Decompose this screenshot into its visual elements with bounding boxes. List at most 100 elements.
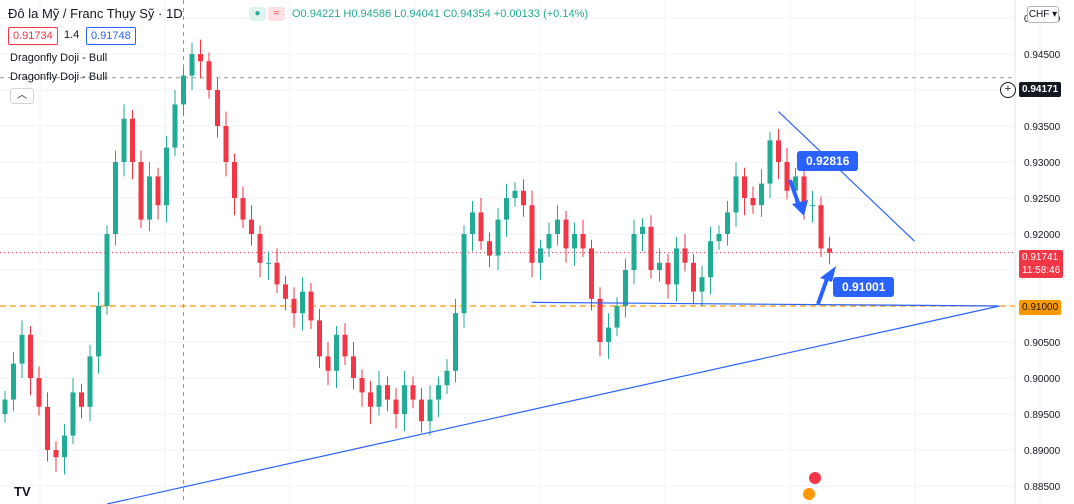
- down-arrow-head: [792, 200, 808, 216]
- candle: [385, 385, 390, 400]
- candle: [249, 219, 254, 234]
- candle: [342, 334, 348, 357]
- candle: [334, 334, 339, 371]
- candle: [130, 118, 135, 162]
- candle: [810, 205, 815, 207]
- tradingview-logo[interactable]: TV: [14, 484, 31, 499]
- spread-value: 1.4: [64, 29, 80, 41]
- crosshair-price-tag: 0.94171: [1019, 82, 1062, 97]
- flat-support-line: [531, 301, 1000, 307]
- candle: [436, 385, 441, 400]
- indicator-label[interactable]: Dragonfly Doji - Bull: [10, 52, 108, 64]
- candle: [96, 306, 101, 357]
- candle: [733, 176, 739, 213]
- candle: [113, 162, 118, 234]
- candle: [121, 118, 127, 162]
- candle: [665, 262, 671, 285]
- sell-button[interactable]: 0.91734: [8, 27, 58, 45]
- y-tick-label: 0.89000: [1024, 446, 1061, 457]
- candle: [402, 385, 407, 414]
- candle: [215, 90, 220, 126]
- candle: [283, 284, 288, 299]
- candle: [657, 262, 662, 270]
- candle: [631, 234, 637, 270]
- candle: [470, 212, 475, 234]
- y-tick-label: 0.93500: [1024, 122, 1061, 133]
- candle: [801, 176, 807, 206]
- candle: [87, 356, 93, 407]
- last-price-tag: 0.91741 11:58:46: [1019, 250, 1064, 278]
- y-tick-label: 0.90500: [1024, 338, 1061, 349]
- candle: [70, 392, 76, 436]
- candle: [240, 198, 246, 220]
- candle: [453, 313, 458, 371]
- add-alert-icon[interactable]: +: [1000, 82, 1016, 98]
- candle: [198, 54, 203, 62]
- candle: [2, 399, 8, 414]
- candle: [62, 435, 67, 458]
- up-arrow-head: [820, 266, 836, 282]
- candle: [487, 241, 492, 256]
- candle: [317, 320, 322, 357]
- candle: [172, 104, 178, 148]
- candle: [368, 392, 373, 407]
- candle: [529, 205, 535, 263]
- rising-support-trendline: [106, 305, 1000, 504]
- candle: [393, 399, 399, 414]
- candle: [546, 234, 552, 249]
- chevron-up-icon: ︿: [17, 90, 27, 101]
- candle: [708, 241, 713, 278]
- indicator-label[interactable]: Dragonfly Doji - Bull: [10, 71, 108, 83]
- candle: [776, 140, 781, 162]
- candle: [589, 248, 594, 299]
- candle: [478, 212, 484, 242]
- candle: [325, 356, 331, 371]
- y-tick-label: 0.92000: [1024, 230, 1061, 241]
- candle: [504, 198, 509, 220]
- candle: [427, 399, 433, 422]
- candle: [138, 162, 144, 220]
- candle: [359, 378, 365, 393]
- candle: [742, 176, 747, 198]
- candle: [189, 54, 195, 76]
- collapse-indicators-button[interactable]: ︿: [10, 88, 34, 104]
- chevron-down-icon: ▾: [1049, 9, 1058, 20]
- y-tick-label: 0.94500: [1024, 50, 1061, 61]
- candle: [580, 234, 586, 249]
- candle: [11, 363, 16, 400]
- candle: [53, 450, 59, 458]
- candle: [223, 126, 229, 162]
- candle: [818, 205, 824, 249]
- candle: [300, 291, 305, 314]
- eye-icon[interactable]: ●: [249, 7, 266, 21]
- candle: [155, 176, 161, 206]
- currency-selector[interactable]: CHF ▾: [1027, 6, 1059, 23]
- candle: [572, 234, 577, 249]
- candle: [147, 176, 152, 220]
- y-tick-label: 0.90000: [1024, 374, 1061, 385]
- ohlc-values: O0.94221 H0.94586 L0.94041 C0.94354 +0.0…: [292, 8, 589, 20]
- candle: [410, 385, 416, 400]
- resistance-trendline: [778, 111, 915, 242]
- visibility-toggle[interactable]: ● ≈: [249, 7, 285, 21]
- candle: [257, 234, 263, 263]
- support-callout[interactable]: 0.91001: [833, 277, 895, 297]
- wave-icon[interactable]: ≈: [268, 7, 285, 21]
- candle: [512, 190, 518, 198]
- candle: [682, 248, 688, 263]
- resistance-callout[interactable]: 0.92816: [797, 151, 859, 171]
- candle: [750, 198, 756, 206]
- candle: [351, 356, 356, 378]
- candle: [784, 162, 790, 191]
- candle: [104, 234, 110, 306]
- event-marker-icon: [809, 472, 821, 484]
- buy-button[interactable]: 0.91748: [86, 27, 136, 45]
- candle: [45, 406, 50, 450]
- candle: [555, 219, 560, 234]
- candle: [461, 234, 467, 314]
- candle: [691, 262, 696, 292]
- candle: [28, 334, 33, 378]
- y-tick-label: 0.92500: [1024, 194, 1061, 205]
- candle: [164, 147, 169, 206]
